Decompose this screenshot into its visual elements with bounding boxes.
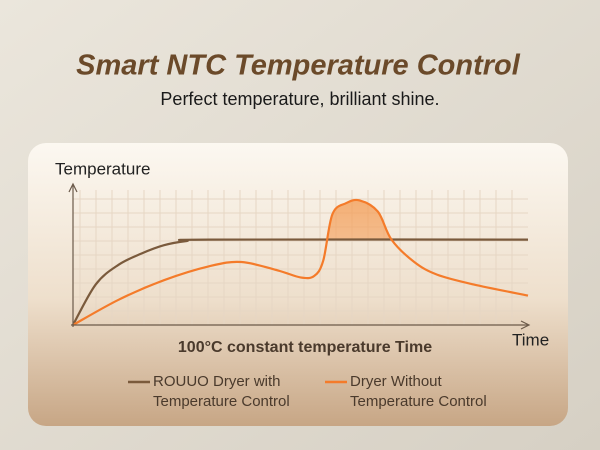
x-arrow <box>520 320 531 330</box>
legend-label: Dryer Without Temperature Control <box>350 373 487 410</box>
series-line <box>72 198 529 326</box>
card <box>28 143 568 426</box>
legend-label: ROUUO Dryer with Temperature Control <box>153 373 290 410</box>
legend-item: ROUUO Dryer with Temperature Control <box>153 373 290 410</box>
subtitle: Perfect temperature, brilliant shine. <box>160 89 439 109</box>
annotation: 100°C constant temperature Time <box>178 339 432 356</box>
y-axis-label: Temperature <box>55 159 150 178</box>
series-line <box>72 238 529 326</box>
y-arrow <box>68 182 78 193</box>
x-axis-label: Time <box>512 330 549 349</box>
legend-item: Dryer Without Temperature Control <box>350 373 487 410</box>
title: Smart NTC Temperature Control <box>76 50 521 82</box>
